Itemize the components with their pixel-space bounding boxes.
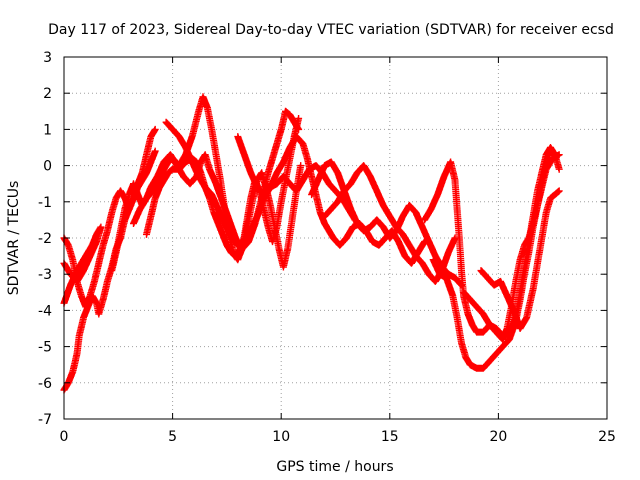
y-tick-label: -7 [38,412,52,428]
plus-marker-set [321,162,459,285]
y-tick-label: -6 [38,376,52,392]
y-axis-label: SDTVAR / TECUs [6,181,22,296]
x-tick-label: 25 [598,429,616,445]
y-tick-label: 1 [43,122,52,138]
y-tick-label: -4 [38,303,52,319]
chart-title: Day 117 of 2023, Sidereal Day-to-day VTE… [48,22,614,38]
plus-marker-set [143,154,305,271]
x-tick-label: 20 [489,429,507,445]
data-marks [60,93,563,394]
x-tick-label: 5 [168,429,177,445]
y-tick-label: 2 [43,86,52,102]
x-tick-label: 15 [381,429,399,445]
series-track-13 [460,151,563,343]
y-tick-label: 0 [43,159,52,175]
y-tick-label: -5 [38,340,52,356]
x-tick-label: 0 [60,429,69,445]
x-tick-label: 10 [272,429,290,445]
series-track-6 [143,154,305,271]
y-tick-label: -2 [38,231,52,247]
x-axis-label: GPS time / hours [276,459,393,475]
series-track-14 [477,187,563,332]
y-tick-label: -3 [38,267,52,283]
plus-marker-set [460,151,563,343]
plus-marker-set [477,187,563,332]
y-tick-label: -1 [38,195,52,211]
y-tick-label: 3 [43,50,52,66]
series-track-10 [321,162,459,285]
